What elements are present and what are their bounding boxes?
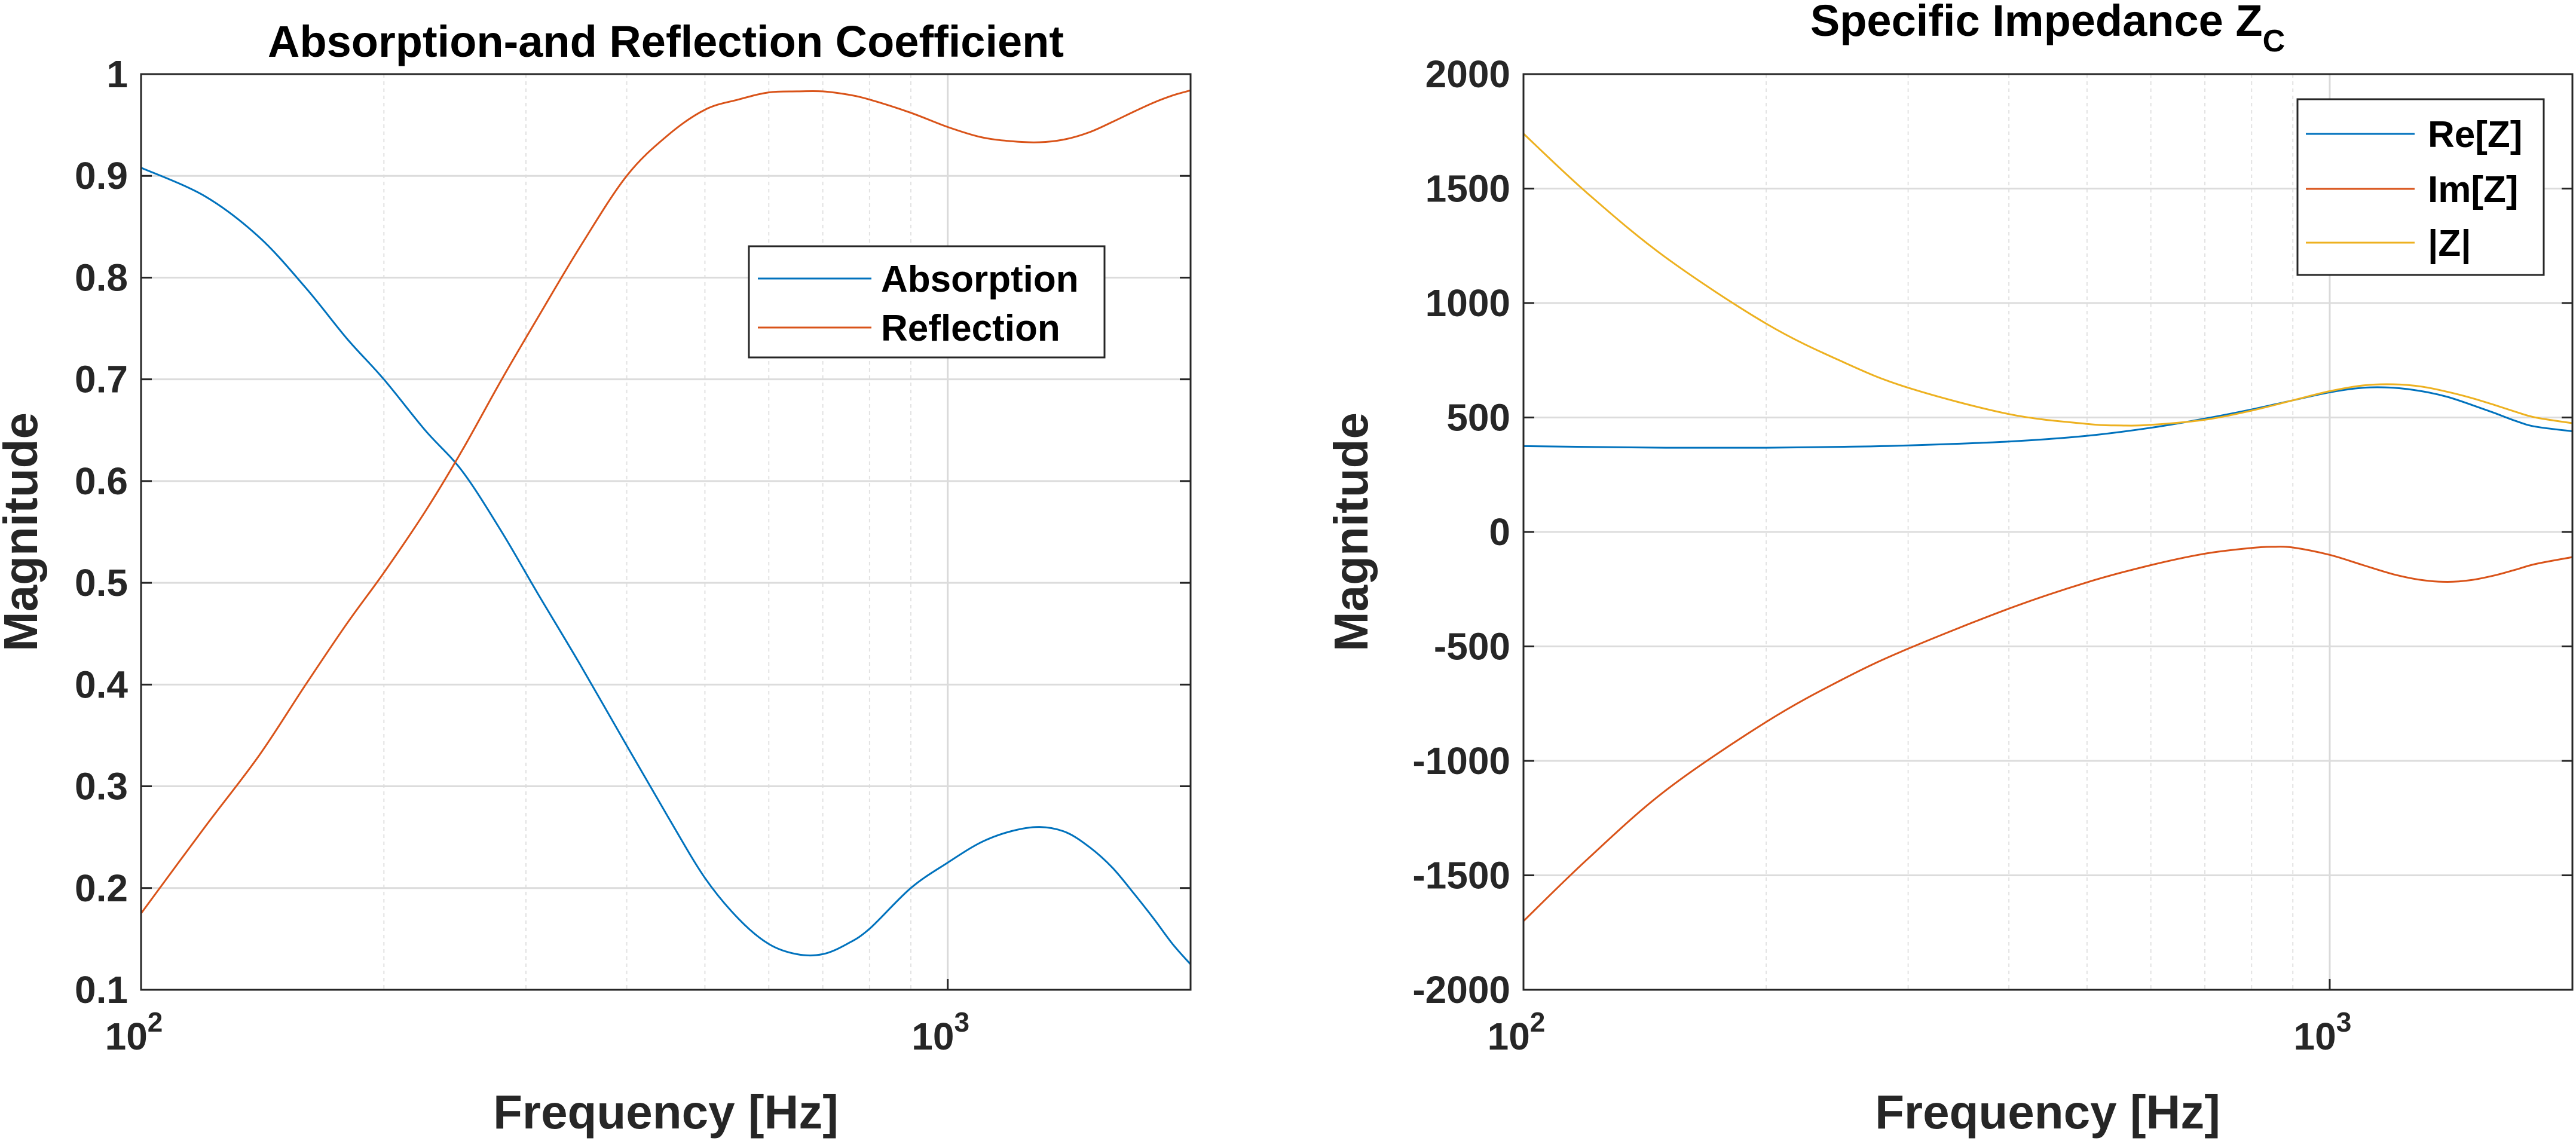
plot-frame: [140, 73, 1192, 991]
x-axis-label: Frequency [Hz]: [493, 1085, 839, 1139]
y-tick-label: 0.8: [75, 256, 128, 299]
legend-label-reflection: Reflection: [881, 308, 1060, 349]
absorption-reflection-chart: 0.1 0.2 0.3 0.4 0.5 0.6 0.7 0.8 0.9 1 102 103 Abso…: [0, 17, 1192, 1139]
y-tick-label: 1500: [1425, 167, 1510, 210]
x-tick-label: 102: [105, 1007, 163, 1058]
series-group: [140, 89, 1192, 965]
y-tick-label: 1: [106, 53, 128, 96]
y-tick-label: 0.4: [75, 663, 128, 706]
y-tick-label: 500: [1446, 396, 1510, 439]
x-tick-labels: 102 103: [105, 979, 969, 1058]
legend-label-absorption: Absorption: [881, 259, 1079, 300]
series-line-reflection: [140, 89, 1191, 914]
legend-box: [748, 245, 1106, 359]
y-tick-label: 0.2: [75, 867, 128, 910]
x-tick-label: 102: [1488, 1007, 1546, 1058]
y-tick-label: 0.1: [75, 968, 128, 1011]
y-tick-label: 2000: [1425, 53, 1510, 96]
y-tick-label: 0.5: [75, 561, 128, 604]
y-tick-label: 0: [1489, 510, 1510, 553]
legend-label-re-z: Re[Z]: [2428, 114, 2522, 155]
legend-label-abs-z: |Z|: [2428, 223, 2471, 265]
y-axis-label: Magnitude: [0, 412, 47, 651]
legend: Absorption Reflection: [748, 245, 1106, 359]
series-line-z: [1522, 133, 2573, 427]
y-tick-label: 0.3: [75, 765, 128, 808]
chart-title-subscript: C: [2263, 24, 2286, 59]
plot-area: [141, 74, 1191, 990]
legend-box: [2296, 98, 2545, 276]
chart-title: Absorption-and Reflection Coefficient: [268, 17, 1064, 66]
y-tick-label: 0.9: [75, 154, 128, 197]
y-tick-labels: -2000 -1500 -1000 -500 0 500 1000 1500 2000: [1412, 53, 2572, 1011]
chart-title: Specific Impedance ZC: [1810, 0, 2285, 59]
chart-title-main: Specific Impedance Z: [1810, 0, 2263, 45]
series-line-absorption: [140, 167, 1192, 965]
x-axis-label: Frequency [Hz]: [1875, 1085, 2220, 1139]
legend: Re[Z] Im[Z] |Z|: [2296, 98, 2545, 276]
y-tick-label: -2000: [1412, 968, 1510, 1011]
y-tick-label: 0.6: [75, 460, 128, 503]
y-tick-label: -500: [1434, 625, 1510, 668]
series-line-re-z: [1523, 386, 2573, 449]
series-line-im-z: [1522, 546, 2573, 922]
legend-label-im-z: Im[Z]: [2428, 169, 2519, 210]
y-axis-label: Magnitude: [1324, 412, 1378, 651]
series-group: [1522, 133, 2573, 922]
y-tick-label: -1500: [1412, 854, 1510, 897]
x-tick-labels: 102 103: [1488, 979, 2352, 1058]
x-tick-label: 103: [2294, 1007, 2352, 1058]
y-tick-label: 1000: [1425, 282, 1510, 325]
y-tick-labels: 0.1 0.2 0.3 0.4 0.5 0.6 0.7 0.8 0.9 1: [75, 53, 1191, 1011]
x-tick-label: 103: [911, 1007, 969, 1058]
grid: [141, 74, 1191, 990]
y-tick-label: -1000: [1412, 739, 1510, 782]
y-tick-label: 0.7: [75, 358, 128, 401]
